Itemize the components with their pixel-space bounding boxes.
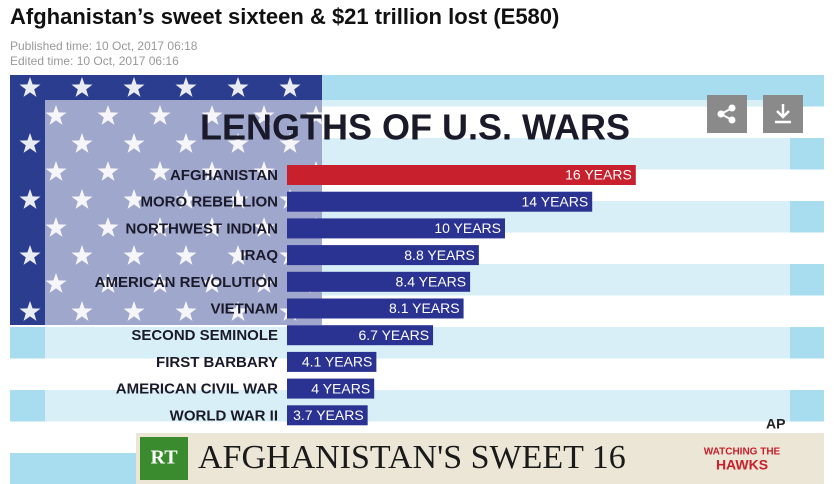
- value-label: 16 YEARS: [565, 167, 632, 183]
- show-name: WATCHING THE: [704, 447, 781, 458]
- bar: [287, 218, 505, 239]
- bar: [287, 245, 479, 266]
- value-label: 4.1 YEARS: [302, 354, 373, 370]
- show-name: HAWKS: [716, 457, 768, 473]
- category-label: AMERICAN CIVIL WAR: [116, 381, 278, 398]
- category-label: SECOND SEMINOLE: [131, 327, 278, 344]
- value-label: 6.7 YEARS: [358, 327, 429, 343]
- star: [227, 77, 249, 97]
- bar: [287, 165, 636, 185]
- banner-logo-box: [140, 437, 188, 480]
- value-label: 4 YEARS: [311, 380, 370, 396]
- category-label: VIETNAM: [211, 300, 279, 317]
- value-label: 8.4 YEARS: [396, 274, 467, 290]
- star: [19, 189, 41, 209]
- category-label: AMERICAN REVOLUTION: [95, 274, 278, 291]
- star: [175, 77, 197, 97]
- bar: [287, 271, 471, 292]
- chart-title: LENGTHS OF U.S. WARS: [200, 107, 630, 148]
- category-label: NORTHWEST INDIAN: [126, 220, 279, 237]
- download-icon: [775, 104, 791, 124]
- headline: Afghanistan’s sweet sixteen & $21 trilli…: [10, 4, 559, 29]
- share-icon: [717, 104, 736, 124]
- bar-chart: AFGHANISTAN 16 YEARS MORO REBELLION 14 YEAR…: [95, 165, 636, 426]
- source: AP: [766, 416, 785, 432]
- category-label: AFGHANISTAN: [170, 167, 278, 184]
- star: [19, 245, 41, 265]
- banner-logo: RT: [150, 447, 178, 469]
- bar: [287, 351, 377, 372]
- bar: [287, 298, 464, 319]
- bar: [287, 378, 375, 399]
- edited-time: Edited time: 10 Oct, 2017 06:16: [10, 54, 179, 68]
- bar: [287, 405, 368, 426]
- star: [123, 77, 145, 97]
- value-label: 8.1 YEARS: [389, 300, 460, 316]
- bar: [287, 191, 593, 212]
- share-button[interactable]: [707, 95, 747, 133]
- value-label: 14 YEARS: [522, 193, 589, 209]
- star: [71, 77, 93, 97]
- published-time: Published time: 10 Oct, 2017 06:18: [10, 39, 198, 53]
- value-label: 3.7 YEARS: [293, 407, 364, 423]
- category-label: IRAQ: [241, 247, 279, 264]
- star: [279, 77, 301, 97]
- category-label: MORO REBELLION: [141, 194, 279, 211]
- chart-panel: [45, 100, 790, 435]
- bar: [287, 325, 434, 346]
- star: [19, 133, 41, 153]
- video-frame[interactable]: LENGTHS OF U.S. WARS AFGHANISTAN 16 YEARS…: [10, 75, 824, 484]
- banner-text: AFGHANISTAN'S SWEET 16: [198, 439, 626, 476]
- value-label: 10 YEARS: [434, 220, 501, 236]
- value-label: 8.8 YEARS: [404, 247, 475, 263]
- category-label: FIRST BARBARY: [156, 354, 278, 371]
- star: [19, 77, 41, 97]
- banner: [136, 433, 824, 484]
- star: [19, 301, 41, 321]
- category-label: WORLD WAR II: [170, 407, 278, 424]
